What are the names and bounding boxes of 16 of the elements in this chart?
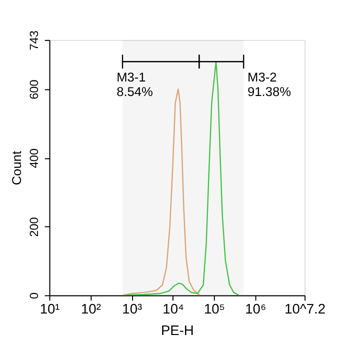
x-axis-title: PE-H	[160, 323, 194, 338]
x-tick-label: 10³	[122, 301, 142, 316]
x-tick-label: 10²	[80, 301, 102, 316]
y-tick-label: 400	[26, 148, 41, 168]
x-tick-label: 10⁶	[245, 301, 266, 316]
band-label: M3-2 91.38%	[248, 69, 291, 100]
x-tick-label: 10⁴	[162, 301, 184, 316]
y-tick-label: 743	[26, 30, 41, 50]
y-axis-title: Count	[9, 150, 24, 186]
y-tick-label: 0	[26, 292, 41, 299]
band-label: M3-1 8.54%	[116, 69, 153, 100]
y-tick-label: 600	[26, 79, 41, 100]
x-tick-label: 10^7.2	[284, 301, 326, 316]
y-tick-label: 200	[26, 216, 41, 237]
x-tick-label: 10⁵	[204, 301, 225, 316]
x-tick-label: 10¹	[40, 301, 60, 316]
